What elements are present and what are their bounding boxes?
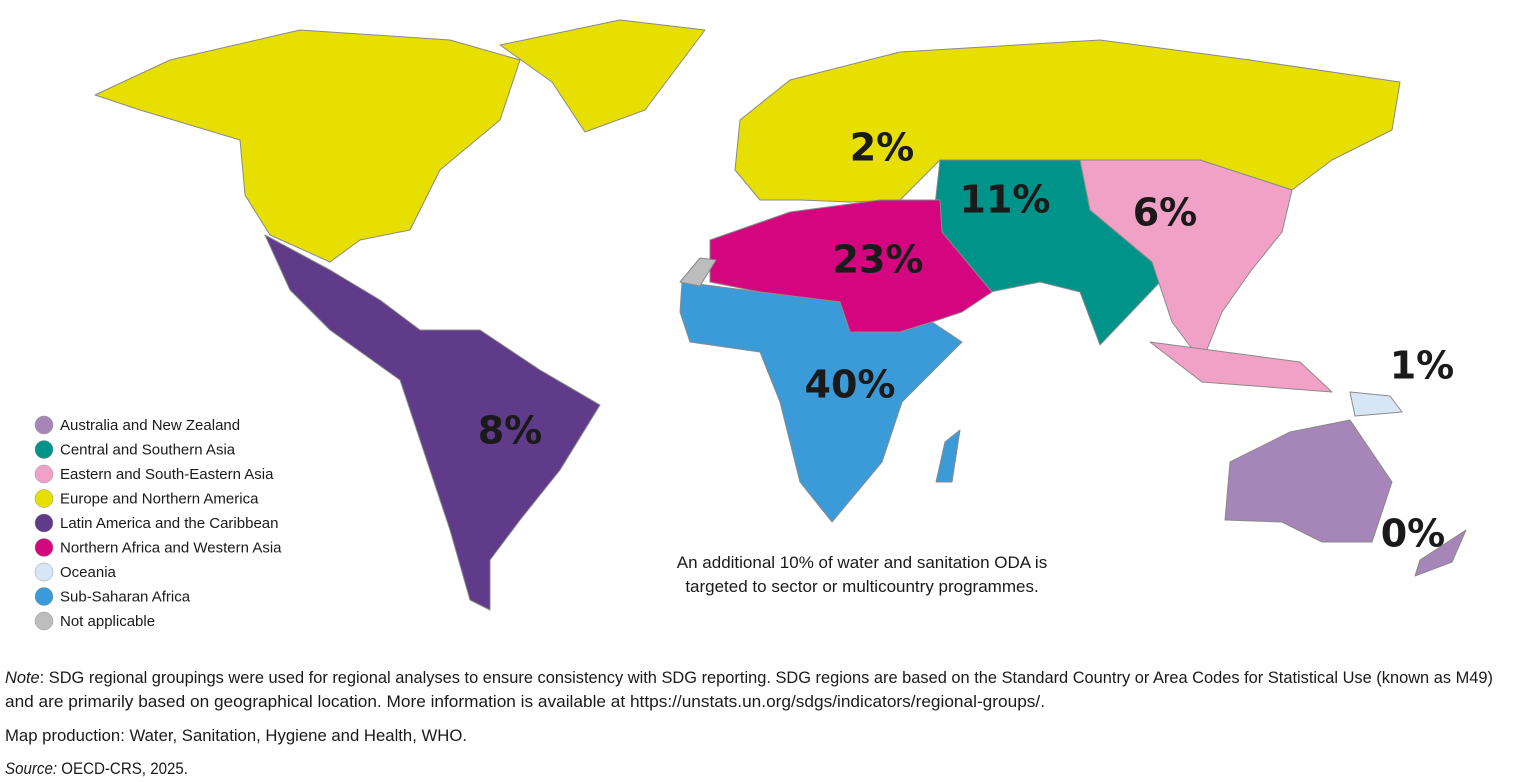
legend-swatch	[34, 464, 54, 484]
annotation: An additional 10% of water and sanitatio…	[677, 553, 1047, 572]
legend-label: Not applicable	[60, 613, 155, 630]
western-sahara	[679, 257, 717, 287]
australia	[1224, 419, 1393, 543]
production: Map production: Water, Sanitation, Hygie…	[5, 726, 467, 745]
annotation: targeted to sector or multicountry progr…	[685, 577, 1038, 596]
source-label: Source:	[5, 759, 57, 778]
region-share: 6%	[1133, 191, 1198, 235]
region-share: 2%	[850, 126, 915, 170]
legend-label: Eastern and South-Eastern Asia	[60, 466, 274, 483]
region-share: 11%	[960, 178, 1051, 222]
legend-swatch	[34, 538, 54, 557]
legend-label: Australia and New Zealand	[60, 417, 240, 434]
legend-label: Europe and Northern America	[60, 490, 259, 507]
legend-label: Latin America and the Caribbean	[60, 515, 278, 532]
region-share: 40%	[805, 363, 896, 407]
note: Note: SDG regional groupings were used f…	[5, 668, 1493, 687]
region-share: 1%	[1390, 344, 1455, 388]
legend-swatch	[34, 562, 54, 582]
region-share: 0%	[1381, 512, 1446, 556]
legend-swatch	[34, 611, 54, 631]
legend-swatch	[34, 489, 54, 508]
legend-swatch	[34, 415, 54, 435]
legend-label: Sub-Saharan Africa	[60, 588, 191, 605]
source-text: OECD-CRS, 2025.	[57, 759, 188, 778]
note-text: : SDG regional groupings were used for r…	[40, 668, 1493, 687]
latin-america	[264, 234, 601, 611]
north-america	[94, 29, 521, 263]
legend-label: Oceania	[60, 564, 117, 581]
south-east-asia-islands	[1149, 341, 1333, 393]
eastern-asia	[1079, 159, 1293, 363]
note: and are primarily based on geographical …	[5, 692, 1045, 711]
map	[94, 19, 1467, 611]
new-zealand	[1414, 529, 1467, 577]
region-share: 23%	[833, 238, 924, 282]
legend-swatch	[34, 513, 54, 533]
legend-label: Central and Southern Asia	[60, 441, 236, 458]
region-share: 8%	[478, 409, 543, 453]
note-label: Note	[5, 668, 40, 687]
source: Source: OECD-CRS, 2025.	[5, 759, 188, 778]
legend-label: Northern Africa and Western Asia	[60, 539, 282, 556]
legend-swatch	[34, 587, 54, 606]
sub-saharan-africa	[679, 281, 963, 523]
greenland	[499, 19, 706, 133]
papua-new-guinea	[1349, 391, 1403, 417]
legend-swatch	[34, 440, 54, 459]
madagascar	[935, 429, 961, 483]
